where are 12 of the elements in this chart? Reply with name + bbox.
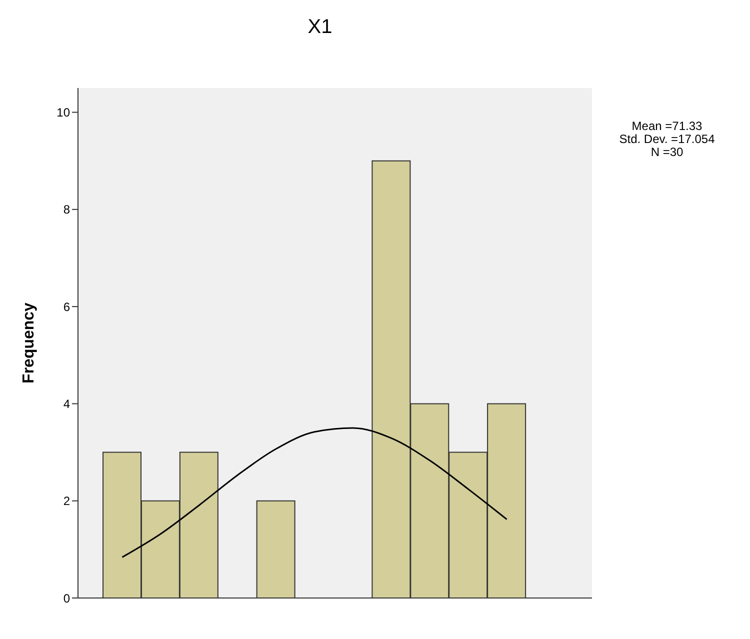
y-tick-label: 4: [63, 396, 70, 411]
text: N =30: [650, 145, 684, 159]
y-axis-title: Frequency: [20, 302, 38, 384]
line-series: [121, 427, 508, 558]
y-tick-label: 8: [63, 202, 70, 217]
text: Std. Dev. =17.054: [618, 132, 716, 146]
y-tick-label: 2: [63, 494, 70, 508]
y-tick-label: 0: [63, 591, 70, 606]
y-tick-label: 10: [56, 106, 70, 120]
text: Mean =71.33: [630, 119, 704, 133]
chart-title: X1: [306, 16, 334, 39]
y-tick-label: 6: [63, 300, 70, 314]
